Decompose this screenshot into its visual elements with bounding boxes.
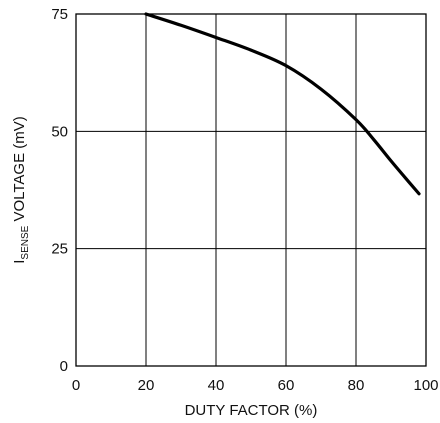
y-tick-label: 75 [51, 6, 68, 23]
y-axis-title: ISENSE VOLTAGE (mV) [11, 116, 31, 264]
x-tick-label: 40 [208, 377, 225, 394]
y-tick-labels: 0 25 50 75 [51, 6, 68, 375]
x-tick-label: 100 [413, 377, 438, 394]
x-tick-labels: 0 20 40 60 80 100 [72, 377, 439, 394]
plot-frame [75, 13, 427, 367]
x-tick-label: 60 [278, 377, 295, 394]
y-axis-title-subscript: SENSE [20, 225, 31, 259]
y-axis-title-rest: VOLTAGE (mV) [11, 116, 28, 225]
y-axis-title-main: I [11, 260, 28, 264]
x-tick-label: 0 [72, 377, 80, 394]
x-tick-label: 20 [138, 377, 155, 394]
x-axis-title: DUTY FACTOR (%) [185, 402, 318, 419]
grid-lines [76, 14, 426, 366]
series-line [144, 12, 421, 196]
y-tick-label: 50 [51, 123, 68, 140]
x-tick-label: 80 [348, 377, 365, 394]
y-tick-label: 25 [51, 241, 68, 258]
y-tick-label: 0 [60, 358, 68, 375]
